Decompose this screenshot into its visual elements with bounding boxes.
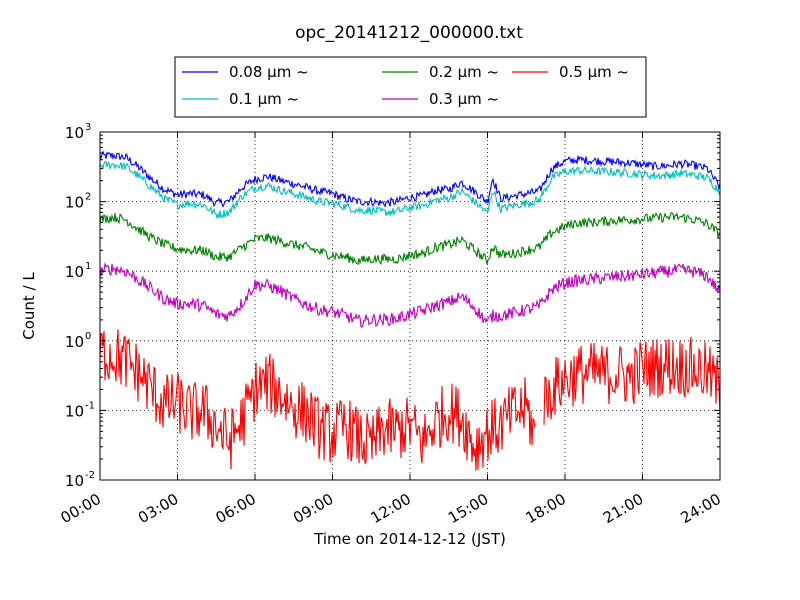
y-tick-exponent: 2 <box>85 192 91 203</box>
x-tick-label: 18:00 <box>523 490 569 527</box>
x-tick-label: 24:00 <box>678 490 724 527</box>
legend-entries: 0.08 µm ~ 0.1 µm ~ 0.2 µm ~ 0.3 µm ~ 0.5 µm … <box>182 63 629 108</box>
series-line-3 <box>99 211 721 266</box>
y-tick-label: 10 <box>65 333 84 351</box>
x-tick-label: 09:00 <box>290 490 336 527</box>
legend-label: 0.5 µm ~ <box>559 63 629 81</box>
y-tick-label: 10 <box>65 263 84 281</box>
series-line-2 <box>99 161 721 220</box>
x-tick-label: 03:00 <box>135 490 181 527</box>
x-tick-label: 21:00 <box>600 490 646 527</box>
legend-label: 0.08 µm ~ <box>229 63 309 81</box>
legend-label: 0.1 µm ~ <box>229 90 299 108</box>
x-tick-label: 15:00 <box>445 490 491 527</box>
x-axis-label: Time on 2014-12-12 (JST) <box>313 530 506 548</box>
series-line-4 <box>99 262 721 329</box>
series-layer <box>99 150 721 471</box>
legend: 0.08 µm ~ 0.1 µm ~ 0.2 µm ~ 0.3 µm ~ 0.5 µm … <box>174 56 647 118</box>
y-tick-label: 10 <box>65 472 84 490</box>
y-tick-exponent: 3 <box>85 122 91 133</box>
y-tick-label: 10 <box>65 124 84 142</box>
y-axis-label: Count / L <box>20 272 38 340</box>
chart-title: opc_20141212_000000.txt <box>295 23 523 43</box>
y-tick-exponent: 1 <box>85 261 91 272</box>
legend-box <box>174 56 647 118</box>
legend-label: 0.3 µm ~ <box>429 90 499 108</box>
axis-ticks <box>99 131 721 481</box>
y-tick-exponent: 0 <box>85 331 91 342</box>
grid-lines <box>100 132 720 480</box>
y-tick-exponent: -1 <box>85 400 95 411</box>
y-tick-label: 10 <box>65 402 84 420</box>
x-tick-label: 00:00 <box>58 490 104 527</box>
series-line-1 <box>99 150 721 208</box>
series-line-5 <box>99 329 721 471</box>
x-tick-label: 06:00 <box>213 490 259 527</box>
y-tick-exponent: -2 <box>85 470 95 481</box>
y-tick-label: 10 <box>65 194 84 212</box>
legend-label: 0.2 µm ~ <box>429 63 499 81</box>
x-tick-label: 12:00 <box>368 490 414 527</box>
x-tick-labels: 00:00 03:00 06:00 09:00 12:00 15:00 18:00 21:00… <box>58 490 724 527</box>
